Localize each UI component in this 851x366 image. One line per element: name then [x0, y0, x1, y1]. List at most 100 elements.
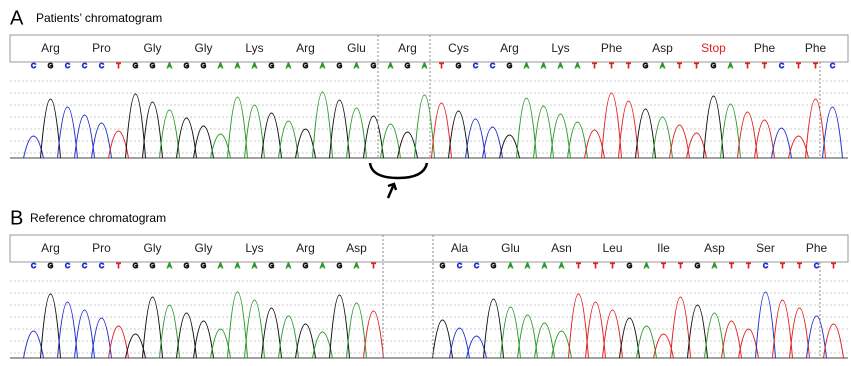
residue: Pro: [92, 241, 111, 255]
trace-peak: [636, 109, 656, 158]
trace-peak: [262, 308, 282, 358]
residue: Arg: [296, 241, 315, 255]
trace-peak: [92, 318, 112, 358]
base-call: G: [48, 63, 53, 70]
residue: Phe: [601, 41, 623, 55]
base-call: G: [456, 63, 461, 70]
arrow: [388, 184, 396, 198]
base-call: G: [150, 263, 155, 270]
residue: Phe: [806, 241, 828, 255]
base-call: C: [457, 263, 462, 270]
base-call: A: [524, 63, 529, 70]
trace-peak: [602, 93, 622, 158]
base-call: T: [439, 63, 444, 70]
base-call: G: [507, 63, 512, 70]
base-call: T: [745, 63, 750, 70]
base-call: A: [508, 263, 513, 270]
base-call: C: [473, 63, 478, 70]
trace-peak: [58, 107, 78, 158]
base-call: G: [371, 63, 376, 70]
base-call: A: [728, 63, 733, 70]
base-call: A: [235, 63, 240, 70]
residue: Leu: [602, 241, 622, 255]
trace-peak: [228, 292, 248, 358]
trace-peak: [330, 295, 350, 358]
trace-peak: [790, 308, 810, 358]
base-call: A: [575, 63, 580, 70]
base-call: A: [354, 63, 359, 70]
base-call: T: [116, 63, 121, 70]
base-call: G: [405, 63, 410, 70]
trace-peak: [194, 321, 214, 358]
base-call: C: [99, 263, 104, 270]
trace-peak: [433, 320, 453, 358]
trace-peak: [755, 120, 775, 158]
base-call: T: [610, 263, 615, 270]
trace-peak: [143, 102, 163, 158]
base-call: G: [337, 263, 342, 270]
base-call: A: [660, 63, 665, 70]
residue: Gly: [195, 41, 213, 55]
trace-peak: [722, 321, 742, 358]
base-call: T: [813, 63, 818, 70]
trace-peak: [279, 316, 299, 358]
trace-peak: [620, 318, 640, 358]
base-call: T: [576, 263, 581, 270]
trace-peak: [347, 108, 367, 158]
base-call: G: [303, 263, 308, 270]
residue: Lys: [551, 41, 569, 55]
residue: Ala: [451, 241, 469, 255]
base-call: C: [65, 63, 70, 70]
residue: Phe: [805, 41, 827, 55]
base-call: G: [150, 63, 155, 70]
base-call: T: [694, 63, 699, 70]
base-call: T: [831, 263, 836, 270]
trace-peak: [619, 101, 639, 158]
trace-peak: [160, 305, 180, 358]
residue: Arg: [398, 41, 417, 55]
trace-peak: [721, 104, 741, 158]
bracket: [370, 163, 427, 178]
base-call: C: [830, 63, 835, 70]
base-call: T: [592, 63, 597, 70]
base-call: A: [712, 263, 717, 270]
residue: Ser: [756, 241, 775, 255]
trace-peak: [228, 97, 248, 158]
residue: Gly: [195, 241, 213, 255]
base-call: C: [65, 263, 70, 270]
trace-peak: [823, 107, 843, 158]
residue: Phe: [754, 41, 776, 55]
base-call: A: [422, 63, 427, 70]
residue: Asp: [346, 241, 367, 255]
base-call: A: [354, 263, 359, 270]
base-call: T: [661, 263, 666, 270]
base-call: A: [167, 63, 172, 70]
base-call: C: [763, 263, 768, 270]
trace-peak: [688, 305, 708, 358]
residue: Lys: [245, 241, 263, 255]
base-call: C: [31, 63, 36, 70]
base-call: T: [762, 63, 767, 70]
base-call: T: [797, 263, 802, 270]
trace-peak: [756, 292, 776, 358]
base-call: C: [82, 63, 87, 70]
base-call: A: [252, 63, 257, 70]
trace-peak: [415, 95, 435, 158]
trace-peak: [262, 113, 282, 158]
trace-peak: [364, 311, 384, 358]
trace-peak: [534, 106, 554, 158]
base-call: A: [286, 63, 291, 70]
base-call: G: [201, 263, 206, 270]
trace-peak: [41, 294, 61, 358]
base-call: C: [82, 263, 87, 270]
base-call: A: [235, 263, 240, 270]
residue: Arg: [41, 241, 60, 255]
base-call: G: [48, 263, 53, 270]
base-call: A: [542, 263, 547, 270]
base-call: T: [677, 63, 682, 70]
base-call: C: [779, 63, 784, 70]
base-call: C: [474, 263, 479, 270]
panel-title: Reference chromatogram: [30, 211, 166, 225]
base-call: A: [558, 63, 563, 70]
base-call: T: [371, 263, 376, 270]
